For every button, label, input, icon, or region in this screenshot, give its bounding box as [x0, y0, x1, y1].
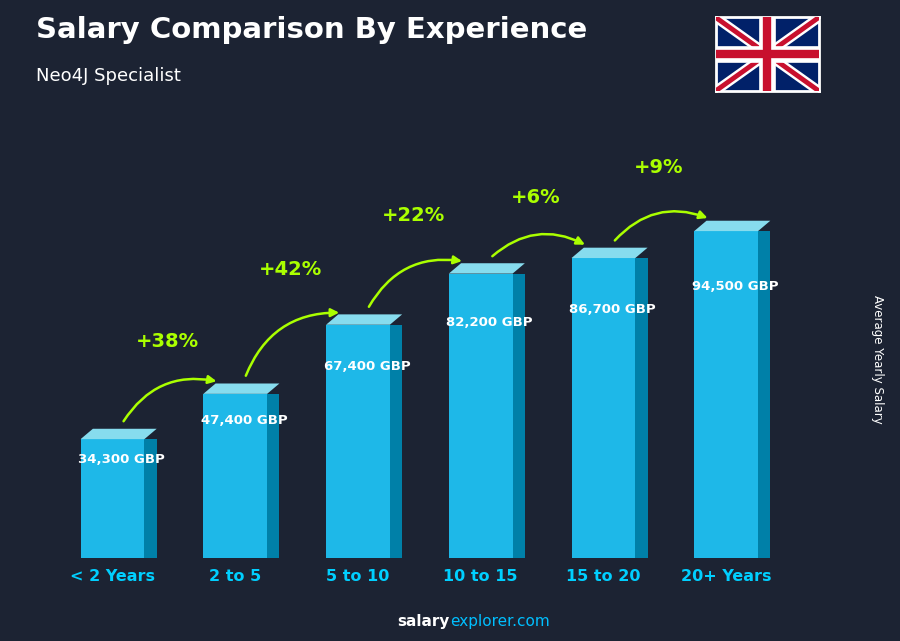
Polygon shape	[572, 258, 635, 558]
Polygon shape	[390, 325, 402, 558]
Polygon shape	[635, 258, 648, 558]
Text: 94,500 GBP: 94,500 GBP	[692, 280, 778, 293]
Polygon shape	[81, 429, 157, 439]
Text: +9%: +9%	[634, 158, 683, 177]
Text: explorer.com: explorer.com	[450, 615, 550, 629]
Text: salary: salary	[398, 615, 450, 629]
Text: +38%: +38%	[136, 331, 199, 351]
Text: 82,200 GBP: 82,200 GBP	[446, 316, 533, 329]
Text: +42%: +42%	[259, 260, 322, 279]
Polygon shape	[694, 231, 758, 558]
Text: 47,400 GBP: 47,400 GBP	[201, 413, 287, 426]
Polygon shape	[449, 263, 525, 274]
Text: 67,400 GBP: 67,400 GBP	[324, 360, 410, 372]
Text: Neo4J Specialist: Neo4J Specialist	[36, 67, 181, 85]
Polygon shape	[81, 439, 144, 558]
Polygon shape	[572, 247, 648, 258]
Polygon shape	[513, 274, 525, 558]
Text: Salary Comparison By Experience: Salary Comparison By Experience	[36, 16, 587, 44]
Polygon shape	[326, 314, 402, 325]
Text: +22%: +22%	[382, 206, 445, 225]
Polygon shape	[758, 231, 770, 558]
Polygon shape	[203, 394, 267, 558]
Polygon shape	[267, 394, 279, 558]
Polygon shape	[326, 325, 390, 558]
Polygon shape	[694, 221, 770, 231]
Text: Average Yearly Salary: Average Yearly Salary	[871, 295, 884, 423]
Polygon shape	[203, 383, 279, 394]
Polygon shape	[144, 439, 157, 558]
Text: 86,700 GBP: 86,700 GBP	[569, 303, 656, 316]
Text: 34,300 GBP: 34,300 GBP	[78, 453, 165, 467]
Polygon shape	[449, 274, 513, 558]
Text: +6%: +6%	[511, 188, 561, 206]
